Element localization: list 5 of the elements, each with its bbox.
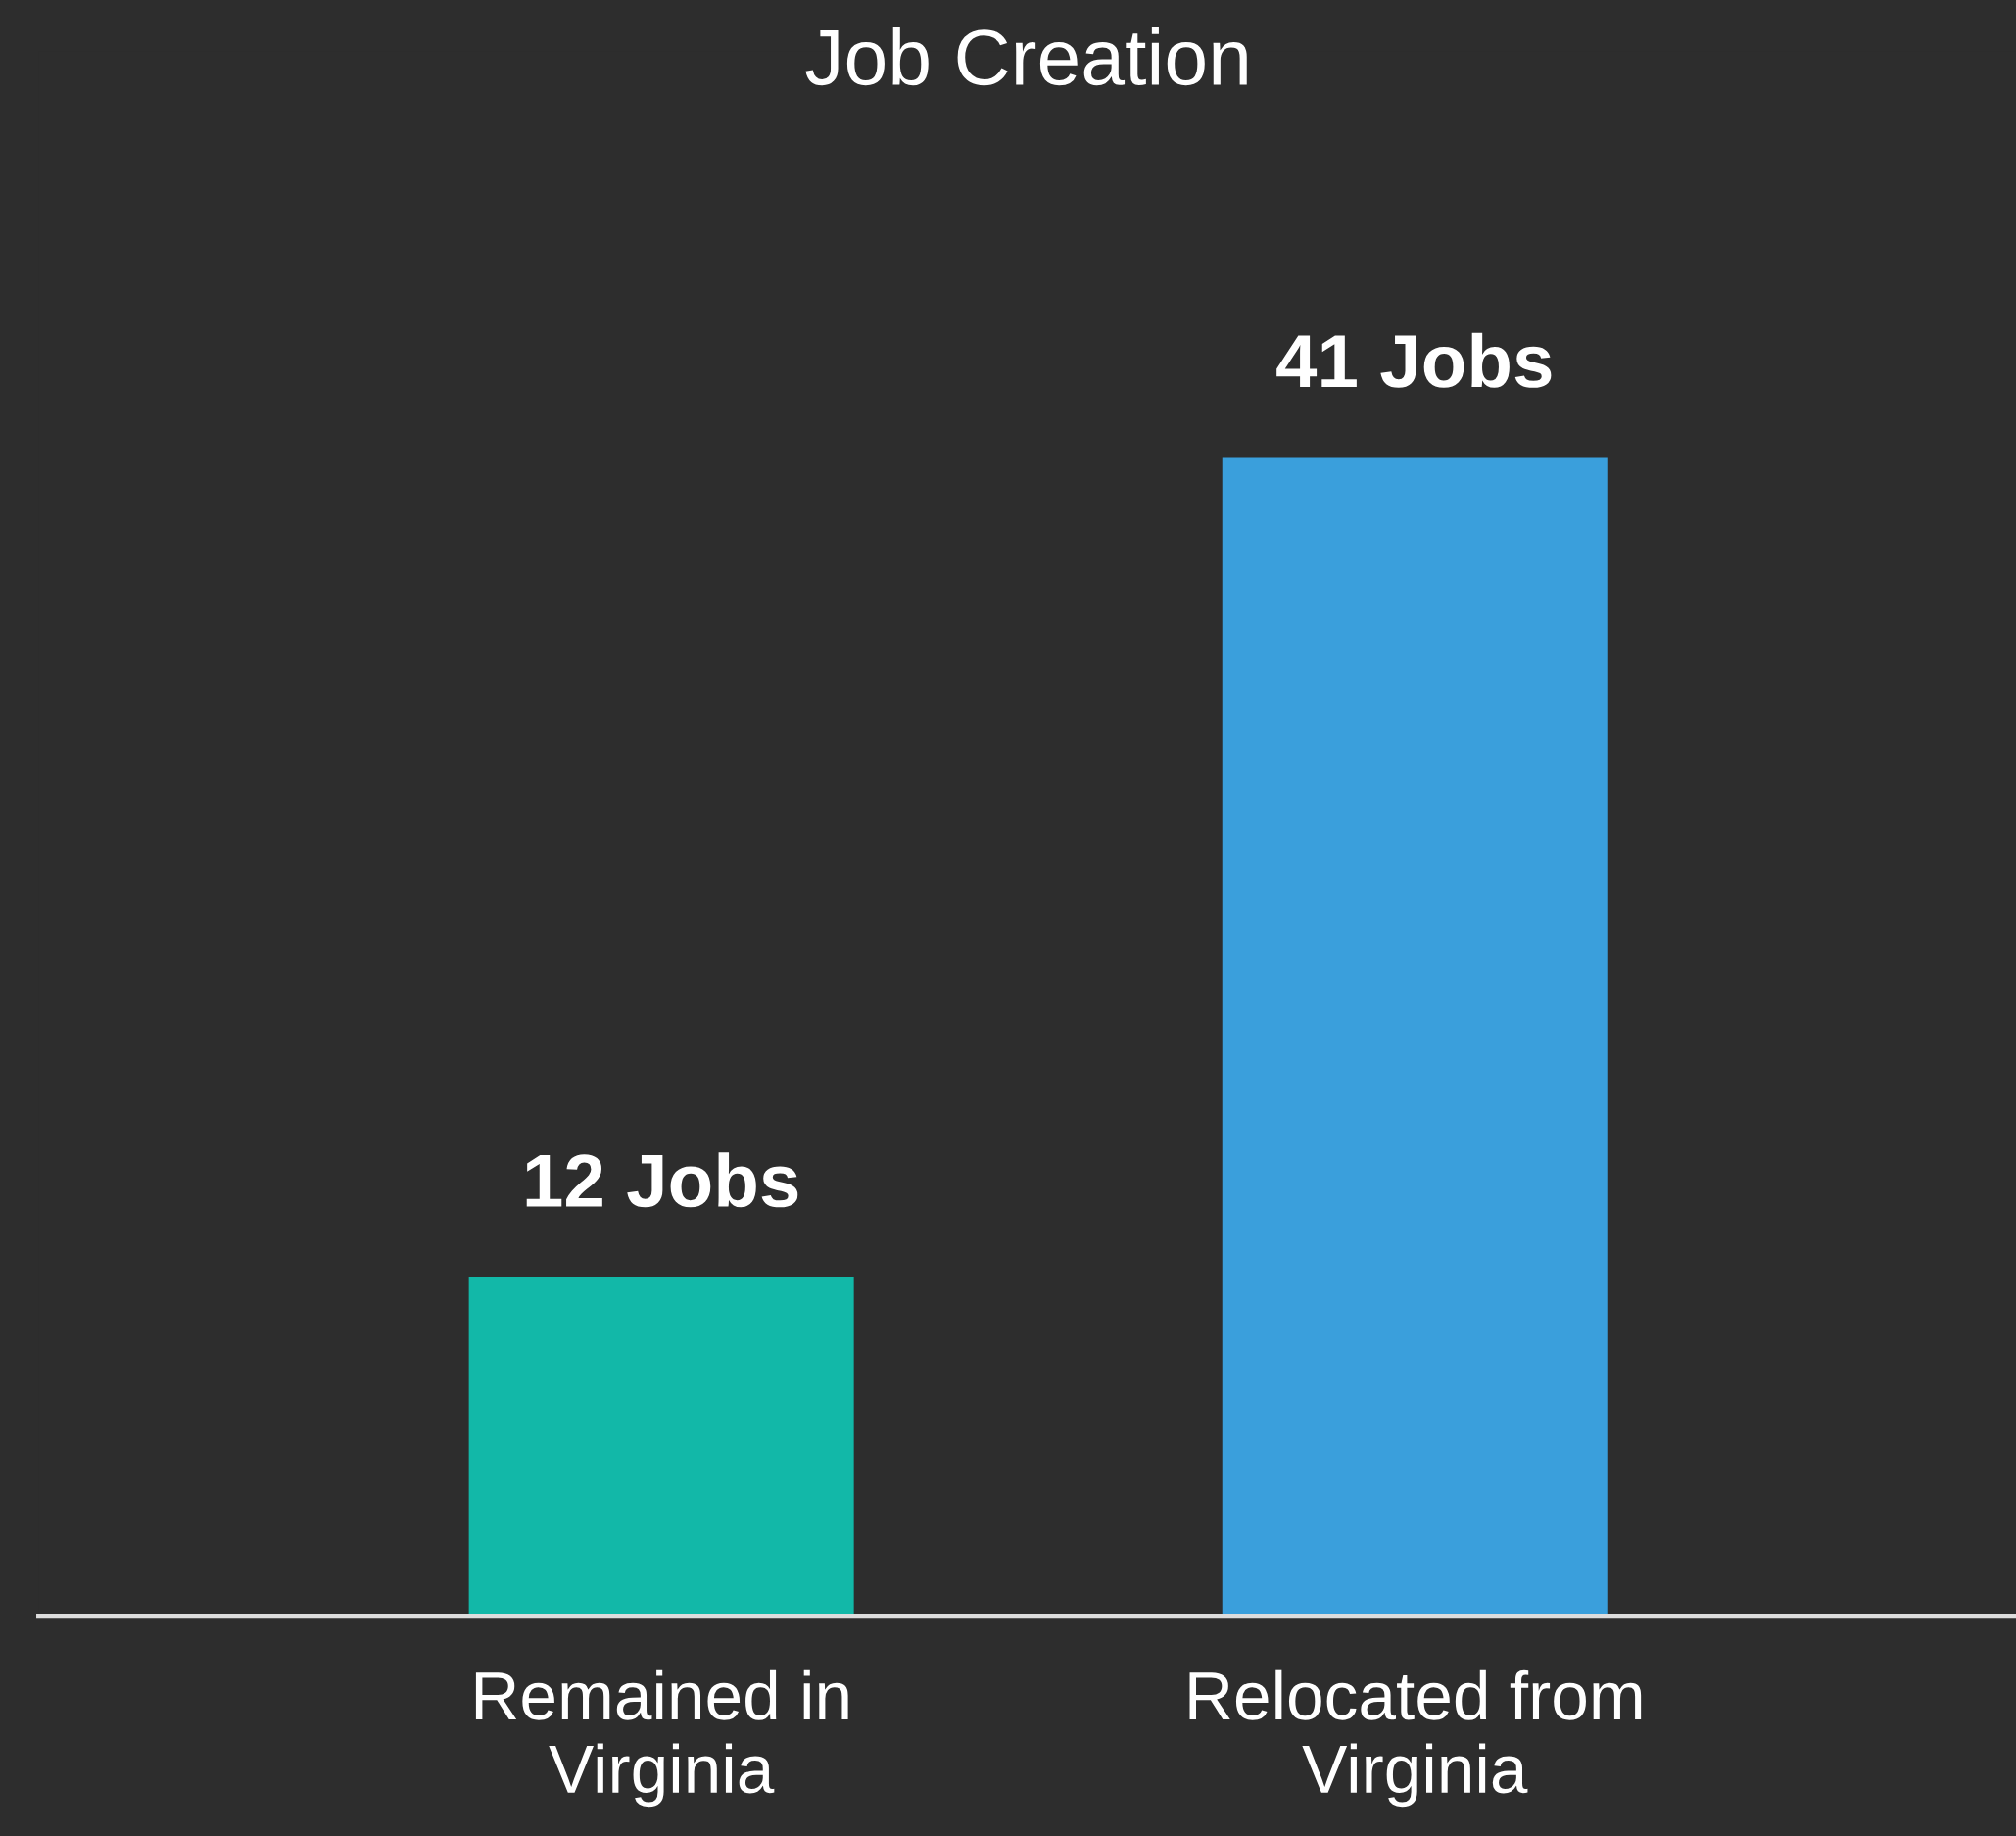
chart-title: Job Creation: [805, 27, 1247, 86]
x-tick-label: Remained in Virginia: [475, 1669, 848, 1808]
data-label: 41 Jobs: [1276, 332, 1552, 388]
x-tick-label: Relocated from Virginia: [1189, 1669, 1642, 1808]
data-label: 12 Jobs: [526, 1152, 798, 1208]
